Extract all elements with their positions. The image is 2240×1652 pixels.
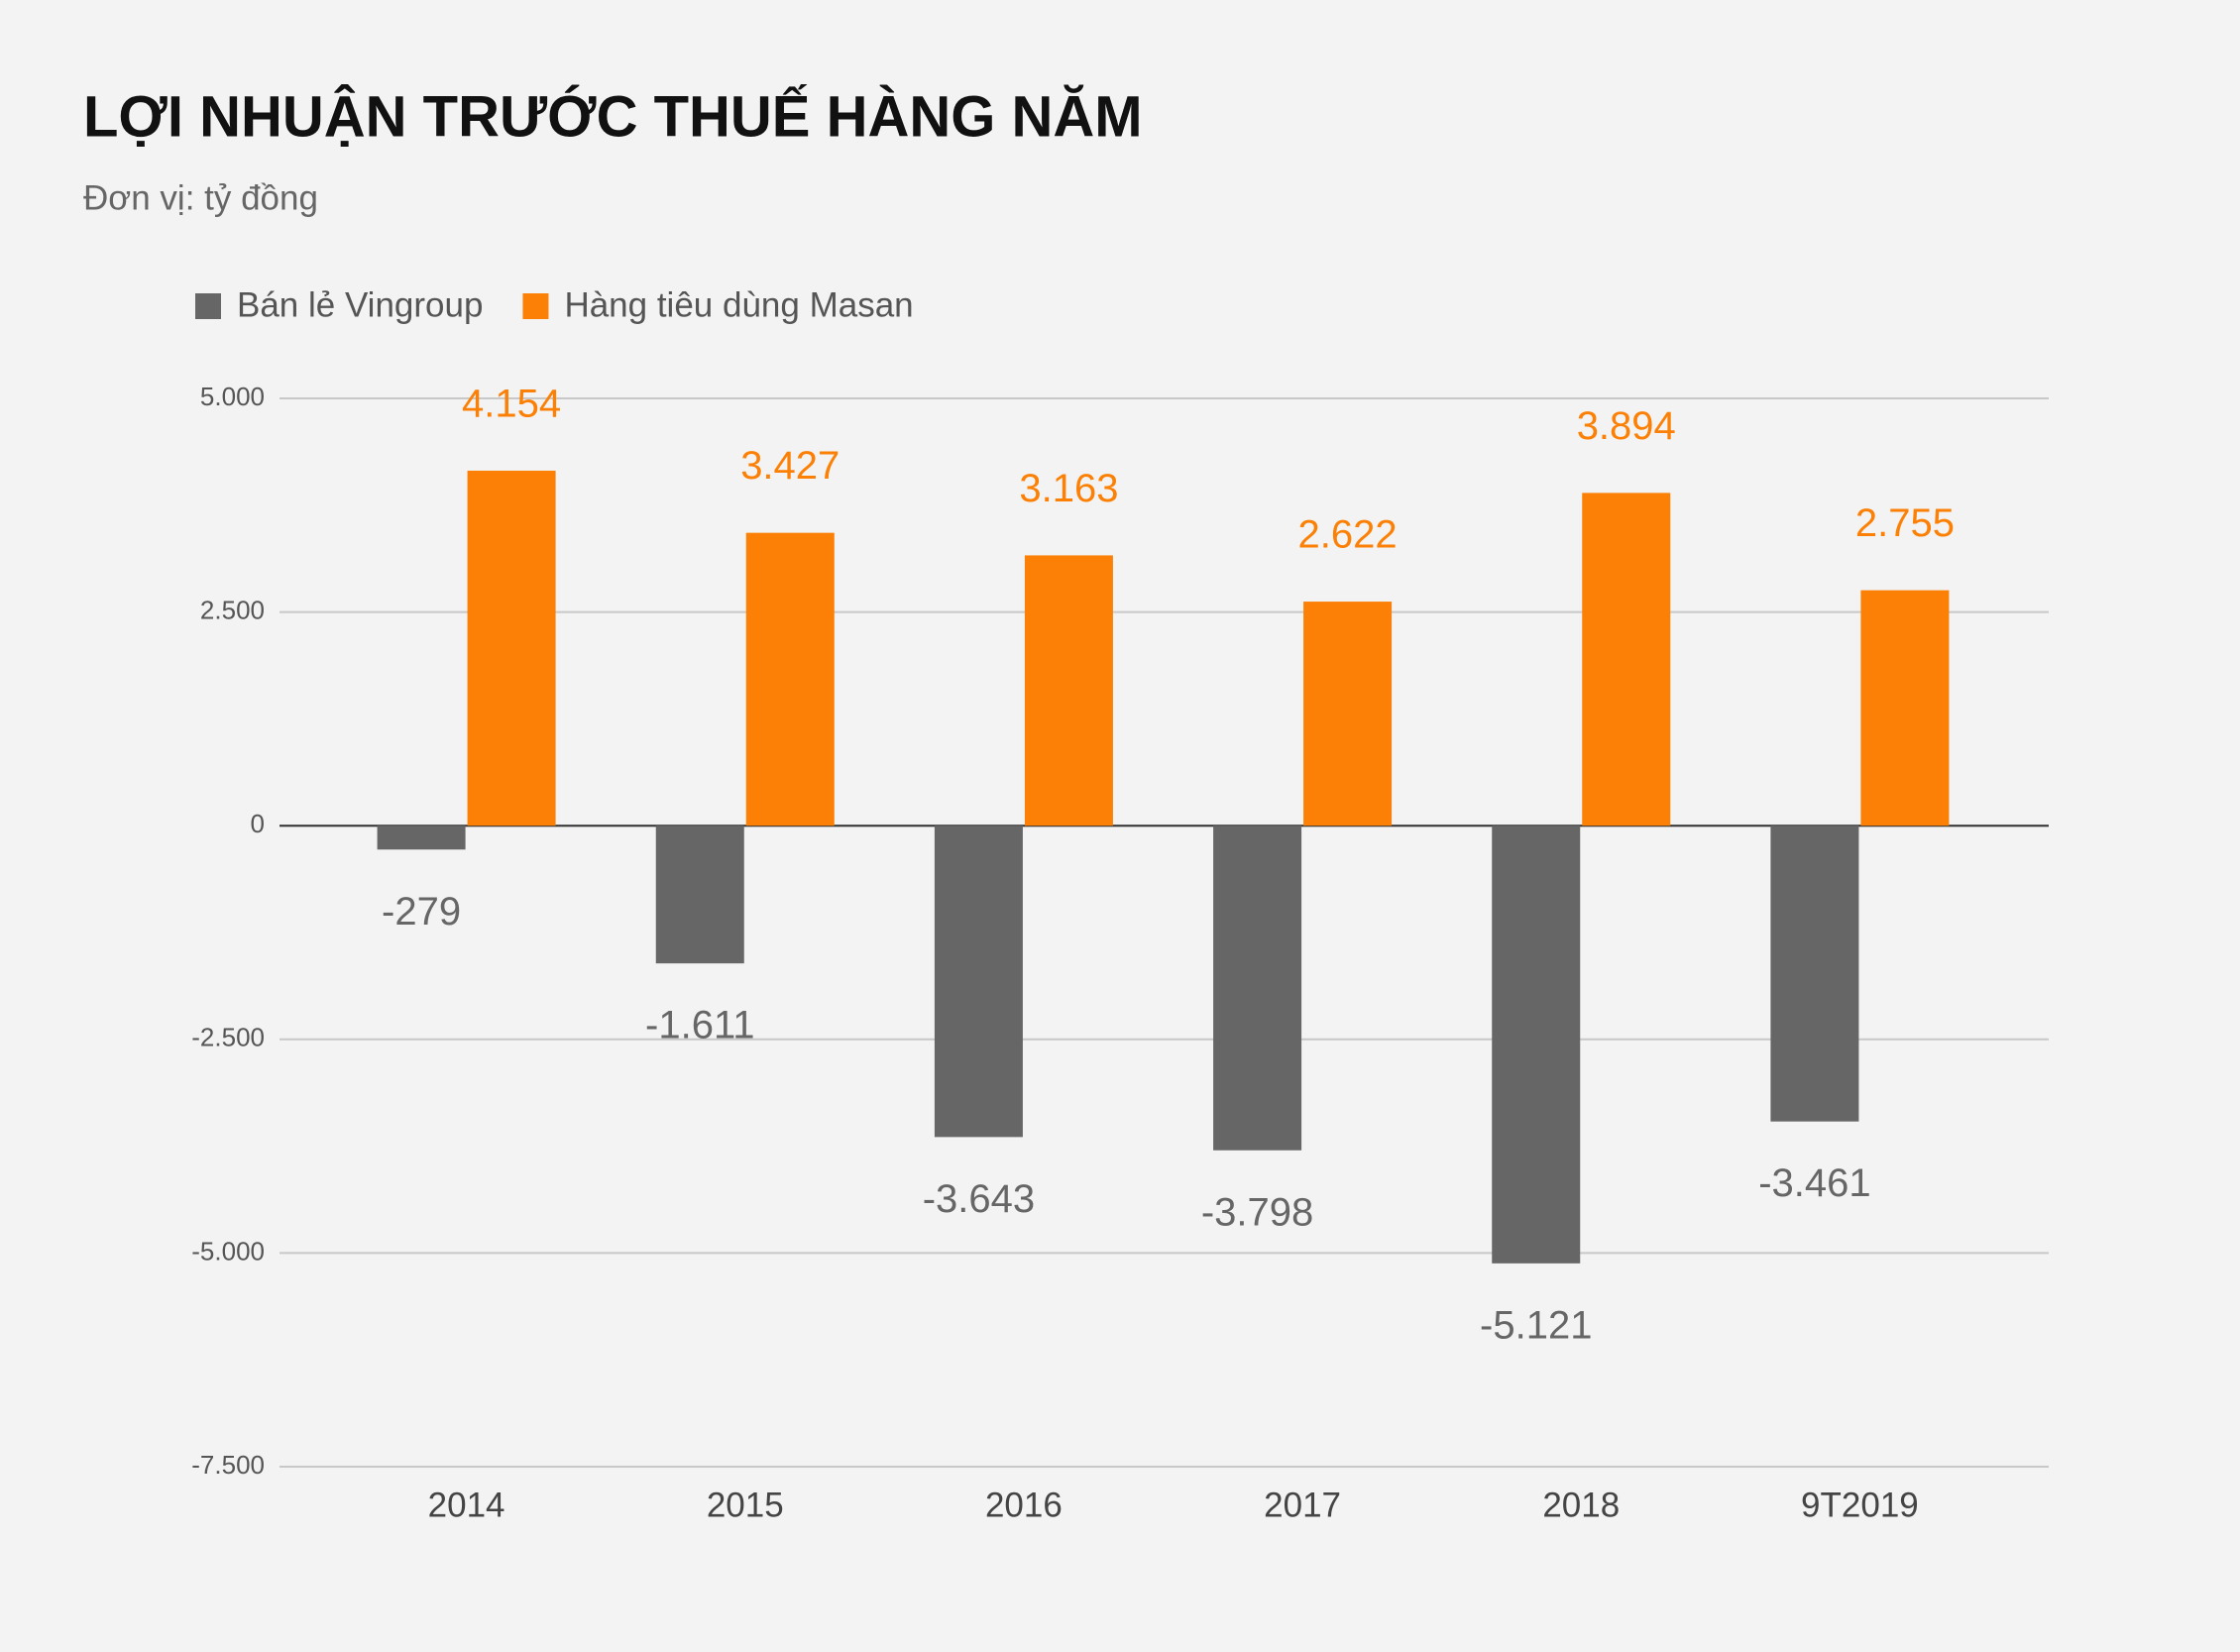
bar: [467, 470, 556, 826]
value-label: 3.163: [1019, 467, 1118, 510]
bar: [1582, 493, 1671, 826]
bar: [1024, 555, 1113, 826]
value-label: -279: [382, 890, 461, 934]
value-label: -3.461: [1758, 1161, 1870, 1205]
value-label: 4.154: [462, 383, 561, 426]
bar: [1213, 826, 1302, 1151]
value-label: -5.121: [1480, 1303, 1592, 1347]
legend-swatch: [522, 293, 549, 319]
y-tick-label: 0: [251, 809, 265, 838]
x-tick-label: 2014: [428, 1486, 505, 1524]
bar: [1492, 826, 1581, 1264]
y-tick-label: -5.000: [191, 1236, 265, 1266]
value-label: 3.894: [1577, 404, 1676, 448]
bar: [655, 826, 744, 964]
y-tick-label: 5.000: [200, 382, 265, 411]
legend-label: Hàng tiêu dùng Masan: [564, 285, 913, 324]
chart-title: LỢI NHUẬN TRƯỚC THUẾ HÀNG NĂM: [83, 84, 1143, 149]
value-label: -3.643: [923, 1177, 1035, 1221]
value-label: -3.798: [1201, 1190, 1313, 1234]
x-tick-label: 2018: [1542, 1486, 1620, 1524]
bar: [1303, 602, 1393, 826]
legend-label: Bán lẻ Vingroup: [237, 285, 483, 324]
value-label: 2.622: [1298, 513, 1398, 557]
value-label: -1.611: [645, 1004, 754, 1047]
value-label: 3.427: [740, 444, 840, 488]
y-tick-label: -2.500: [191, 1023, 265, 1052]
bar: [377, 826, 466, 850]
bar: [745, 532, 835, 826]
x-tick-label: 9T2019: [1801, 1486, 1919, 1524]
bar: [1770, 826, 1859, 1122]
legend-swatch: [195, 293, 221, 319]
x-tick-label: 2015: [707, 1486, 784, 1524]
bar: [1860, 590, 1950, 826]
y-tick-label: 2.500: [200, 595, 265, 624]
chart-subtitle: Đơn vị: tỷ đồng: [83, 178, 318, 217]
x-tick-label: 2017: [1264, 1486, 1341, 1524]
bar: [934, 826, 1023, 1138]
y-tick-label: -7.500: [191, 1450, 265, 1480]
x-tick-label: 2016: [985, 1486, 1063, 1524]
value-label: 2.755: [1855, 501, 1955, 545]
